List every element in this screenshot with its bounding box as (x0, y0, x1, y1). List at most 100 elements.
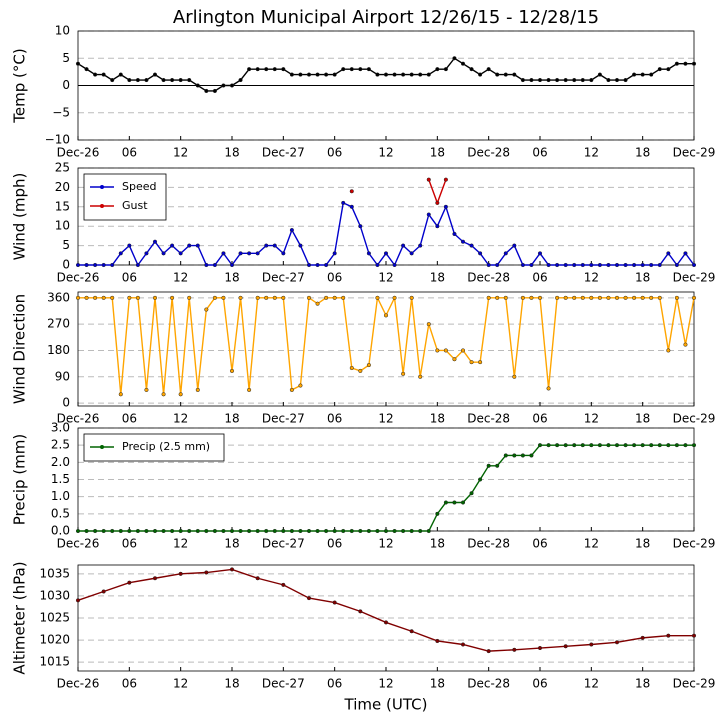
data-point (332, 528, 337, 534)
data-point (520, 262, 525, 268)
data-point (555, 78, 560, 83)
data-point (555, 443, 560, 448)
data-point (443, 177, 448, 182)
data-point (657, 295, 662, 300)
data-point (187, 243, 192, 248)
data-point (375, 295, 380, 300)
data-point (101, 295, 106, 300)
data-point (649, 295, 654, 300)
x-tick-label: 18 (430, 537, 445, 551)
x-tick-label: 18 (635, 412, 650, 426)
y-tick-label: 2.5 (51, 438, 70, 452)
data-point (623, 78, 628, 83)
data-point (204, 88, 209, 93)
data-point (170, 243, 175, 248)
data-point (75, 598, 81, 603)
data-point (110, 262, 115, 268)
data-point (127, 528, 132, 534)
data-point (443, 500, 448, 505)
data-point (255, 528, 260, 534)
data-point (632, 295, 637, 300)
data-point (683, 342, 688, 347)
data-point (649, 72, 654, 77)
data-point (110, 295, 115, 300)
data-point (212, 528, 217, 534)
data-point (289, 528, 294, 534)
data-point (435, 511, 440, 516)
data-point (452, 56, 457, 61)
data-point (460, 61, 466, 66)
data-point (75, 262, 81, 268)
data-point (229, 83, 235, 88)
data-point (298, 528, 303, 534)
data-point (281, 67, 286, 72)
data-point (495, 72, 500, 77)
data-point (640, 295, 645, 300)
data-point (170, 78, 175, 83)
x-tick-label: 12 (378, 537, 393, 551)
data-point (144, 251, 149, 256)
data-point (435, 638, 440, 644)
data-point (144, 387, 149, 392)
data-point (272, 67, 277, 72)
data-point (289, 72, 294, 77)
data-point (324, 262, 329, 268)
data-point (537, 645, 543, 651)
data-point (691, 262, 697, 268)
data-point (358, 224, 363, 229)
y-tick-label: 1030 (39, 588, 70, 602)
data-point (666, 633, 671, 638)
data-point (161, 392, 166, 397)
data-point (460, 348, 466, 353)
y-tick-label: 360 (47, 290, 70, 304)
x-tick-label: Dec-27 (262, 412, 305, 426)
data-point (486, 463, 491, 468)
data-point (572, 78, 577, 83)
data-point (632, 262, 637, 268)
data-point (426, 322, 431, 327)
data-point (426, 177, 431, 182)
series-line (78, 201, 695, 267)
x-tick-label: 12 (584, 412, 599, 426)
x-tick-label: 06 (122, 271, 137, 285)
data-point (563, 644, 568, 649)
y-tick-label: 1.0 (51, 489, 70, 503)
x-tick-label: 18 (224, 677, 239, 691)
x-tick-label: Dec-28 (467, 412, 510, 426)
data-point (691, 443, 697, 448)
data-point (409, 251, 414, 256)
data-point (247, 528, 252, 534)
x-tick-label: 06 (532, 146, 547, 160)
data-point (469, 67, 474, 72)
data-point (135, 262, 140, 268)
x-tick-label: 06 (327, 537, 342, 551)
data-point (221, 528, 226, 534)
data-point (358, 609, 363, 614)
data-point (520, 295, 525, 300)
data-point (418, 243, 423, 248)
x-tick-label: Dec-29 (673, 412, 716, 426)
data-point (529, 295, 534, 300)
data-point (204, 570, 209, 575)
chart-title: Arlington Municipal Airport 12/26/15 - 1… (173, 7, 599, 28)
data-point (272, 528, 277, 534)
y-tick-label: 0 (62, 396, 70, 410)
y-tick-label: 270 (47, 317, 70, 331)
data-point (683, 443, 688, 448)
data-point (435, 224, 440, 229)
data-point (127, 78, 132, 83)
data-point (503, 453, 508, 458)
data-point (469, 243, 474, 248)
data-point (409, 629, 414, 634)
data-point (281, 251, 286, 256)
data-point (426, 72, 431, 77)
legend-label: Gust (122, 199, 148, 212)
y-tick-label: 3.0 (51, 421, 70, 435)
data-point (195, 243, 200, 248)
data-point (691, 61, 697, 66)
data-point (349, 365, 354, 371)
plot-frame (77, 167, 695, 266)
data-point (614, 443, 620, 448)
data-point (495, 295, 500, 300)
data-point (324, 528, 329, 534)
